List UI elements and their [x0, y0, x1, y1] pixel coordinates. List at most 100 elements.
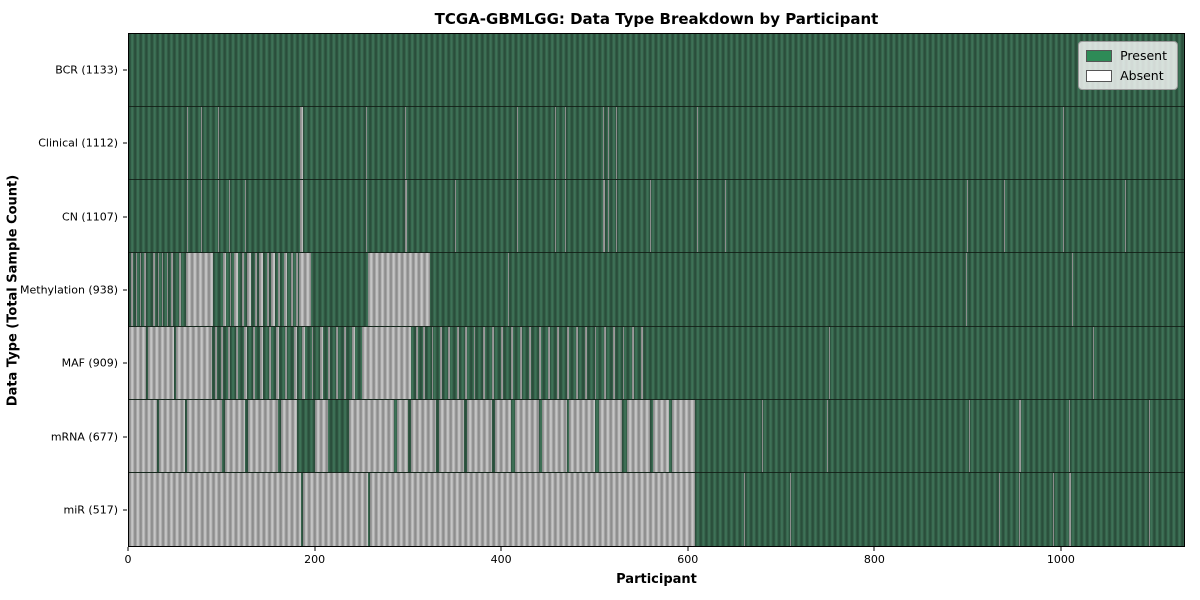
- legend-label-present: Present: [1120, 48, 1167, 63]
- absent-segment: [241, 253, 244, 326]
- absent-segment: [1068, 472, 1072, 546]
- absent-segment: [335, 326, 339, 399]
- absent-segment: [615, 180, 617, 253]
- absent-segment: [285, 326, 288, 399]
- row-maf: [129, 326, 1184, 400]
- absent-segment: [244, 326, 248, 399]
- absent-segment: [366, 107, 368, 180]
- absent-segment: [607, 180, 609, 253]
- absent-segment: [564, 180, 566, 253]
- absent-segment: [465, 326, 467, 399]
- x-tick-label: 800: [863, 553, 885, 566]
- y-tick-mark: [123, 362, 127, 364]
- absent-segment: [224, 399, 246, 472]
- absent-segment: [283, 253, 288, 326]
- absent-segment: [599, 399, 623, 472]
- absent-segment: [724, 180, 726, 253]
- absent-segment: [454, 180, 456, 253]
- absent-segment: [554, 180, 557, 253]
- absent-segment: [397, 399, 409, 472]
- absent-segment: [348, 399, 395, 472]
- y-tick-mark: [123, 289, 127, 291]
- x-tick-mark: [127, 547, 129, 551]
- absent-segment: [245, 180, 247, 253]
- legend-item-present: Present: [1086, 48, 1167, 63]
- absent-segment: [315, 399, 329, 472]
- absent-segment: [200, 107, 202, 180]
- absent-segment: [228, 180, 230, 253]
- absent-segment: [129, 399, 157, 472]
- absent-segment: [790, 472, 792, 546]
- legend: Present Absent: [1078, 41, 1178, 90]
- absent-segment: [223, 253, 226, 326]
- absent-segment: [271, 253, 276, 326]
- absent-segment: [135, 253, 138, 326]
- absent-segment: [456, 326, 459, 399]
- absent-segment: [641, 326, 643, 399]
- absent-segment: [252, 326, 255, 399]
- absent-segment: [276, 326, 279, 399]
- absent-segment: [520, 326, 522, 399]
- absent-segment: [234, 253, 238, 326]
- absent-segment: [302, 326, 305, 399]
- absent-segment: [229, 253, 232, 326]
- absent-segment: [762, 399, 764, 472]
- absent-segment: [158, 399, 185, 472]
- absent-segment: [566, 326, 569, 399]
- y-tick-mark: [123, 216, 127, 218]
- x-tick-mark: [1060, 547, 1062, 551]
- absent-segment: [967, 180, 968, 253]
- absent-segment: [548, 326, 550, 399]
- absent-segment: [615, 107, 617, 180]
- absent-segment: [1148, 399, 1150, 472]
- absent-segment: [300, 180, 304, 253]
- absent-segment: [627, 399, 651, 472]
- absent-segment: [130, 253, 133, 326]
- absent-segment: [827, 399, 829, 472]
- absent-segment: [585, 326, 588, 399]
- absent-segment: [697, 107, 698, 180]
- absent-segment: [147, 326, 174, 399]
- absent-segment: [1068, 399, 1071, 472]
- absent-segment: [153, 253, 156, 326]
- absent-segment: [510, 326, 513, 399]
- absent-segment: [247, 253, 251, 326]
- absent-segment: [515, 399, 539, 472]
- absent-segment: [186, 399, 223, 472]
- absent-segment: [1125, 180, 1127, 253]
- legend-label-absent: Absent: [1120, 68, 1164, 83]
- absent-segment: [966, 253, 968, 326]
- absent-segment: [415, 326, 418, 399]
- absent-segment: [1019, 399, 1022, 472]
- absent-segment: [569, 399, 595, 472]
- absent-segment: [259, 253, 264, 326]
- absent-segment: [473, 326, 476, 399]
- y-tick-mark: [123, 436, 127, 438]
- absent-segment: [214, 326, 217, 399]
- absent-segment: [697, 180, 698, 253]
- x-tick-mark: [314, 547, 316, 551]
- y-tick-label-methylation: Methylation (938): [20, 283, 118, 297]
- absent-segment: [129, 472, 302, 546]
- absent-segment: [175, 253, 177, 326]
- x-tick-mark: [873, 547, 875, 551]
- absent-segment: [919, 326, 921, 399]
- x-tick-label: 200: [304, 553, 326, 566]
- absent-segment: [602, 107, 604, 180]
- absent-segment: [554, 107, 557, 180]
- row-cn: [129, 180, 1184, 254]
- absent-segment: [218, 180, 220, 253]
- absent-segment: [186, 107, 188, 180]
- absent-segment: [300, 107, 304, 180]
- x-tick-label: 400: [490, 553, 512, 566]
- y-axis: BCR (1133) Clinical (1112) CN (1107) Methyl…: [0, 33, 128, 547]
- absent-segment: [1148, 472, 1150, 546]
- y-tick-label-maf: MAF (909): [61, 356, 118, 370]
- absent-segment: [404, 180, 408, 253]
- absent-segment: [260, 326, 264, 399]
- absent-segment: [254, 253, 257, 326]
- absent-segment: [148, 253, 150, 326]
- absent-segment: [467, 399, 493, 472]
- x-axis-label: Participant: [616, 572, 697, 587]
